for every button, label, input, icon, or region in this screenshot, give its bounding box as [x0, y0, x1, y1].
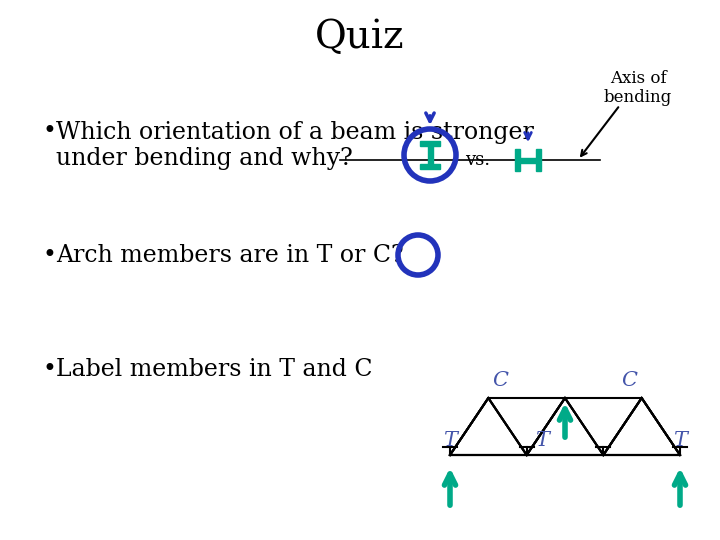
Text: C: C — [492, 370, 508, 389]
Text: under bending and why?: under bending and why? — [56, 146, 353, 170]
Text: T: T — [673, 431, 687, 450]
Text: •: • — [42, 244, 56, 267]
Bar — [520, 158, 536, 163]
Bar — [420, 141, 440, 146]
Text: Arch members are in T or C?: Arch members are in T or C? — [56, 244, 404, 267]
Text: vs.: vs. — [465, 151, 490, 169]
Text: C: C — [621, 370, 638, 389]
Text: Axis of
bending: Axis of bending — [604, 70, 672, 106]
Text: T: T — [443, 431, 457, 450]
Text: Label members in T and C: Label members in T and C — [56, 359, 372, 381]
Text: T: T — [535, 431, 549, 450]
Text: Which orientation of a beam is stronger: Which orientation of a beam is stronger — [56, 120, 534, 144]
Bar — [420, 164, 440, 169]
Bar — [428, 146, 433, 164]
Text: •: • — [42, 359, 56, 381]
Bar — [536, 149, 541, 171]
Text: •: • — [42, 120, 56, 144]
Text: Quiz: Quiz — [315, 19, 405, 57]
Bar — [515, 149, 520, 171]
